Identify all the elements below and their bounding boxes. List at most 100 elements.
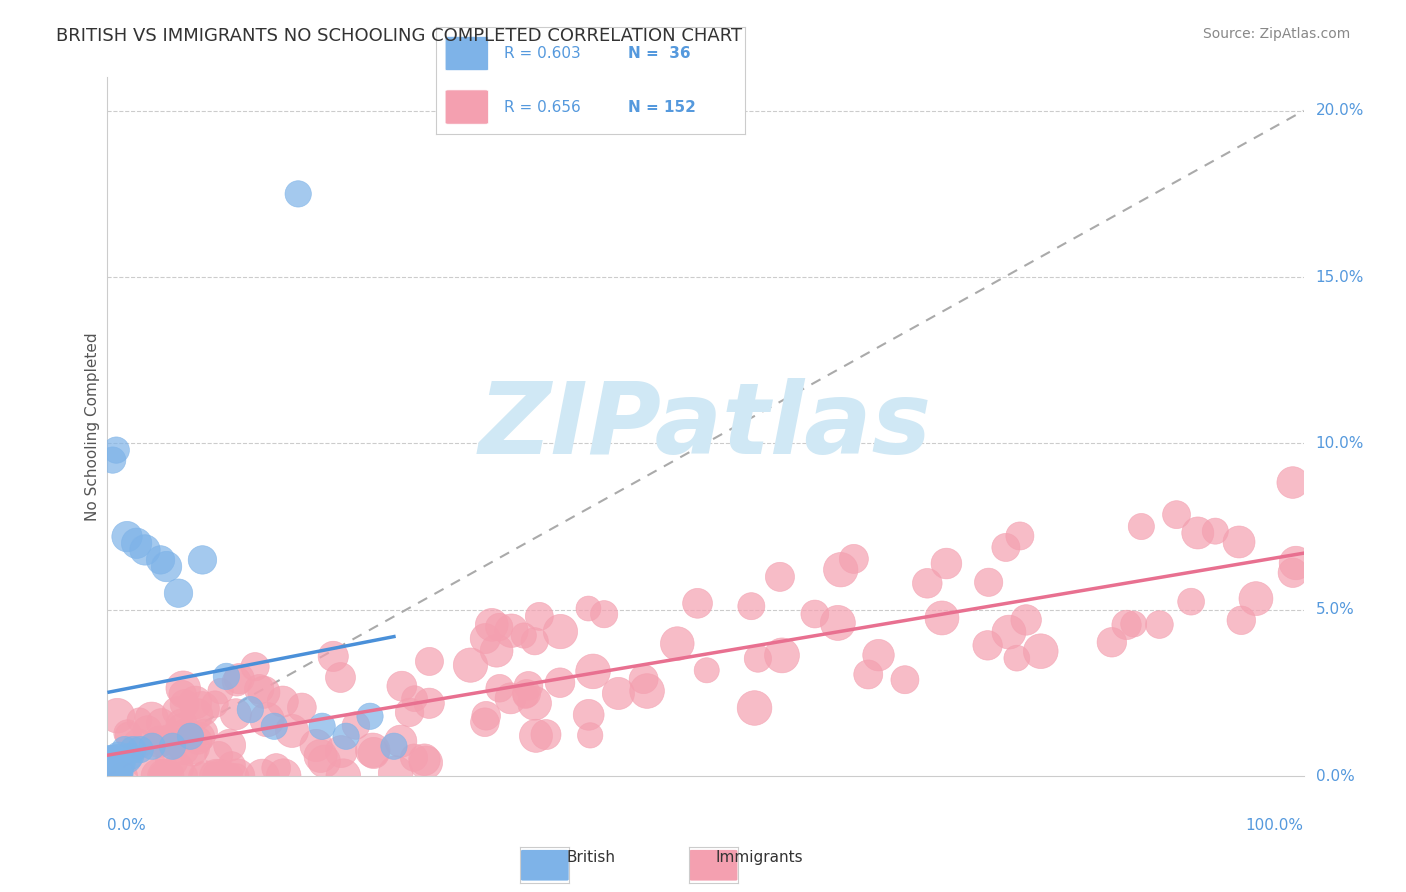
Point — [686, 596, 709, 610]
Point — [108, 759, 131, 773]
Point — [842, 552, 865, 566]
Point — [187, 733, 209, 747]
Point — [204, 697, 226, 711]
Text: N = 152: N = 152 — [627, 100, 696, 114]
Point — [107, 749, 129, 764]
Point — [335, 729, 357, 743]
Point — [1180, 595, 1202, 609]
Point — [1281, 475, 1303, 490]
Point — [804, 607, 827, 621]
Point — [186, 707, 208, 722]
Point — [481, 618, 503, 632]
Point — [1015, 613, 1038, 627]
Point — [322, 649, 344, 664]
Point — [152, 735, 174, 749]
Point — [1005, 651, 1028, 665]
FancyBboxPatch shape — [446, 37, 488, 70]
Point — [579, 728, 602, 742]
Point — [221, 758, 243, 772]
Point — [413, 753, 436, 767]
Point — [1204, 524, 1226, 538]
Point — [740, 599, 762, 614]
Point — [474, 632, 496, 646]
FancyBboxPatch shape — [446, 90, 488, 124]
Point — [935, 557, 957, 571]
Point — [666, 637, 689, 651]
Point — [120, 749, 142, 764]
Point — [291, 700, 314, 714]
Point — [696, 663, 718, 677]
Point — [361, 743, 384, 757]
Point — [101, 759, 124, 773]
Point — [184, 696, 207, 710]
Y-axis label: No Schooling Completed: No Schooling Completed — [86, 333, 100, 521]
Point — [117, 726, 139, 740]
Point — [183, 740, 205, 755]
Point — [474, 715, 496, 730]
Point — [550, 624, 572, 639]
Point — [173, 697, 195, 711]
Text: 10.0%: 10.0% — [1316, 436, 1364, 451]
Point — [524, 729, 547, 743]
Point — [344, 718, 367, 732]
Text: R = 0.603: R = 0.603 — [503, 46, 581, 61]
Point — [155, 559, 177, 574]
Point — [1101, 635, 1123, 649]
Point — [501, 624, 523, 638]
Point — [152, 769, 174, 783]
Point — [830, 563, 852, 577]
Point — [1285, 556, 1308, 570]
Point — [1029, 644, 1052, 658]
Point — [247, 682, 270, 697]
Point — [488, 681, 510, 696]
Point — [391, 679, 413, 693]
Point — [382, 739, 405, 754]
Text: N =  36: N = 36 — [627, 46, 690, 61]
Point — [104, 756, 127, 770]
Point — [281, 723, 304, 738]
Point — [263, 719, 285, 733]
Point — [515, 689, 537, 703]
Point — [578, 707, 600, 722]
Point — [150, 716, 173, 731]
Point — [769, 570, 792, 584]
Point — [516, 687, 538, 701]
Point — [173, 743, 195, 757]
Point — [398, 706, 420, 720]
Point — [994, 541, 1017, 555]
Point — [208, 769, 231, 783]
Point — [205, 769, 228, 783]
Point — [305, 739, 328, 753]
Point — [1130, 519, 1153, 533]
Point — [225, 707, 247, 722]
Point — [582, 665, 605, 679]
Point — [101, 453, 124, 467]
Point — [534, 728, 557, 742]
Point — [215, 669, 238, 683]
Point — [112, 769, 135, 783]
Point — [1227, 535, 1250, 549]
Text: Immigrants: Immigrants — [716, 850, 803, 865]
Point — [1187, 525, 1209, 540]
Point — [125, 536, 148, 550]
Point — [827, 615, 849, 630]
Text: 0.0%: 0.0% — [107, 818, 145, 833]
Point — [218, 769, 240, 783]
Text: 0.0%: 0.0% — [1316, 769, 1354, 784]
Point — [225, 674, 247, 689]
Point — [633, 672, 655, 686]
Point — [332, 769, 354, 783]
Point — [578, 601, 600, 615]
Point — [548, 675, 571, 690]
Point — [110, 756, 132, 770]
Point — [191, 702, 214, 716]
Text: ZIPatlas: ZIPatlas — [478, 378, 932, 475]
Text: Source: ZipAtlas.com: Source: ZipAtlas.com — [1202, 27, 1350, 41]
Point — [747, 651, 769, 665]
Point — [460, 658, 482, 673]
FancyBboxPatch shape — [689, 849, 738, 881]
Text: 15.0%: 15.0% — [1316, 269, 1364, 285]
Point — [172, 681, 194, 696]
Point — [389, 734, 412, 748]
Point — [1115, 618, 1137, 632]
